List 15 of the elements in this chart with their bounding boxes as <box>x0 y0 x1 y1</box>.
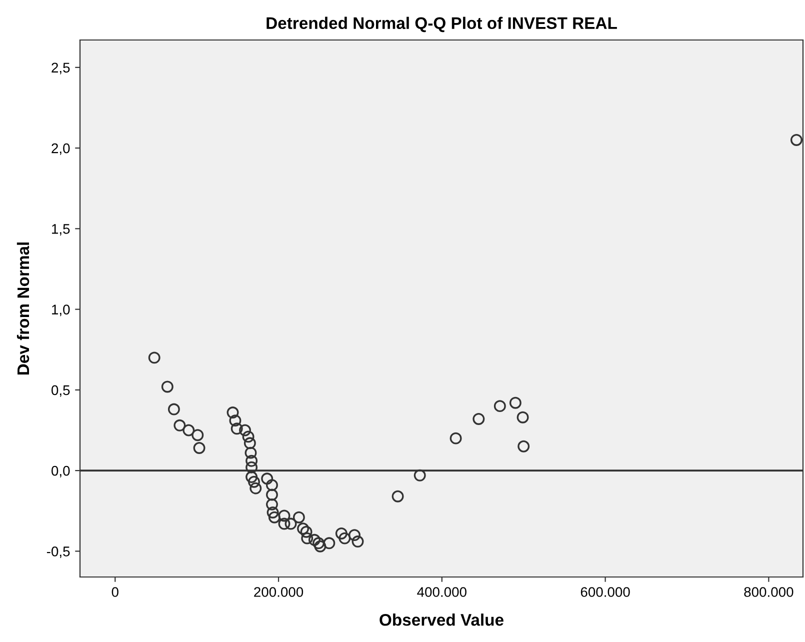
x-axis-title: Observed Value <box>380 614 504 626</box>
x-tick-label: 200.000 <box>254 587 304 597</box>
y-tick-label: 2,5 <box>52 62 70 74</box>
y-tick-label: 2,0 <box>52 143 70 155</box>
y-tick-label: 0,0 <box>52 466 70 478</box>
chart-title: Detrended Normal Q-Q Plot of INVEST REAL <box>266 16 617 32</box>
y-tick-label: 1,0 <box>52 304 70 316</box>
y-axis-title: Dev from Normal <box>16 242 30 375</box>
x-tick-label: 800.000 <box>744 587 794 597</box>
y-tick-label: -0,5 <box>46 546 70 558</box>
y-tick-label: 0,5 <box>52 385 70 397</box>
x-tick-label: 400.000 <box>417 587 466 597</box>
x-tick-label: 0 <box>112 587 118 597</box>
y-tick-label: 1,5 <box>52 224 70 236</box>
x-tick-label: 600.000 <box>580 587 630 597</box>
